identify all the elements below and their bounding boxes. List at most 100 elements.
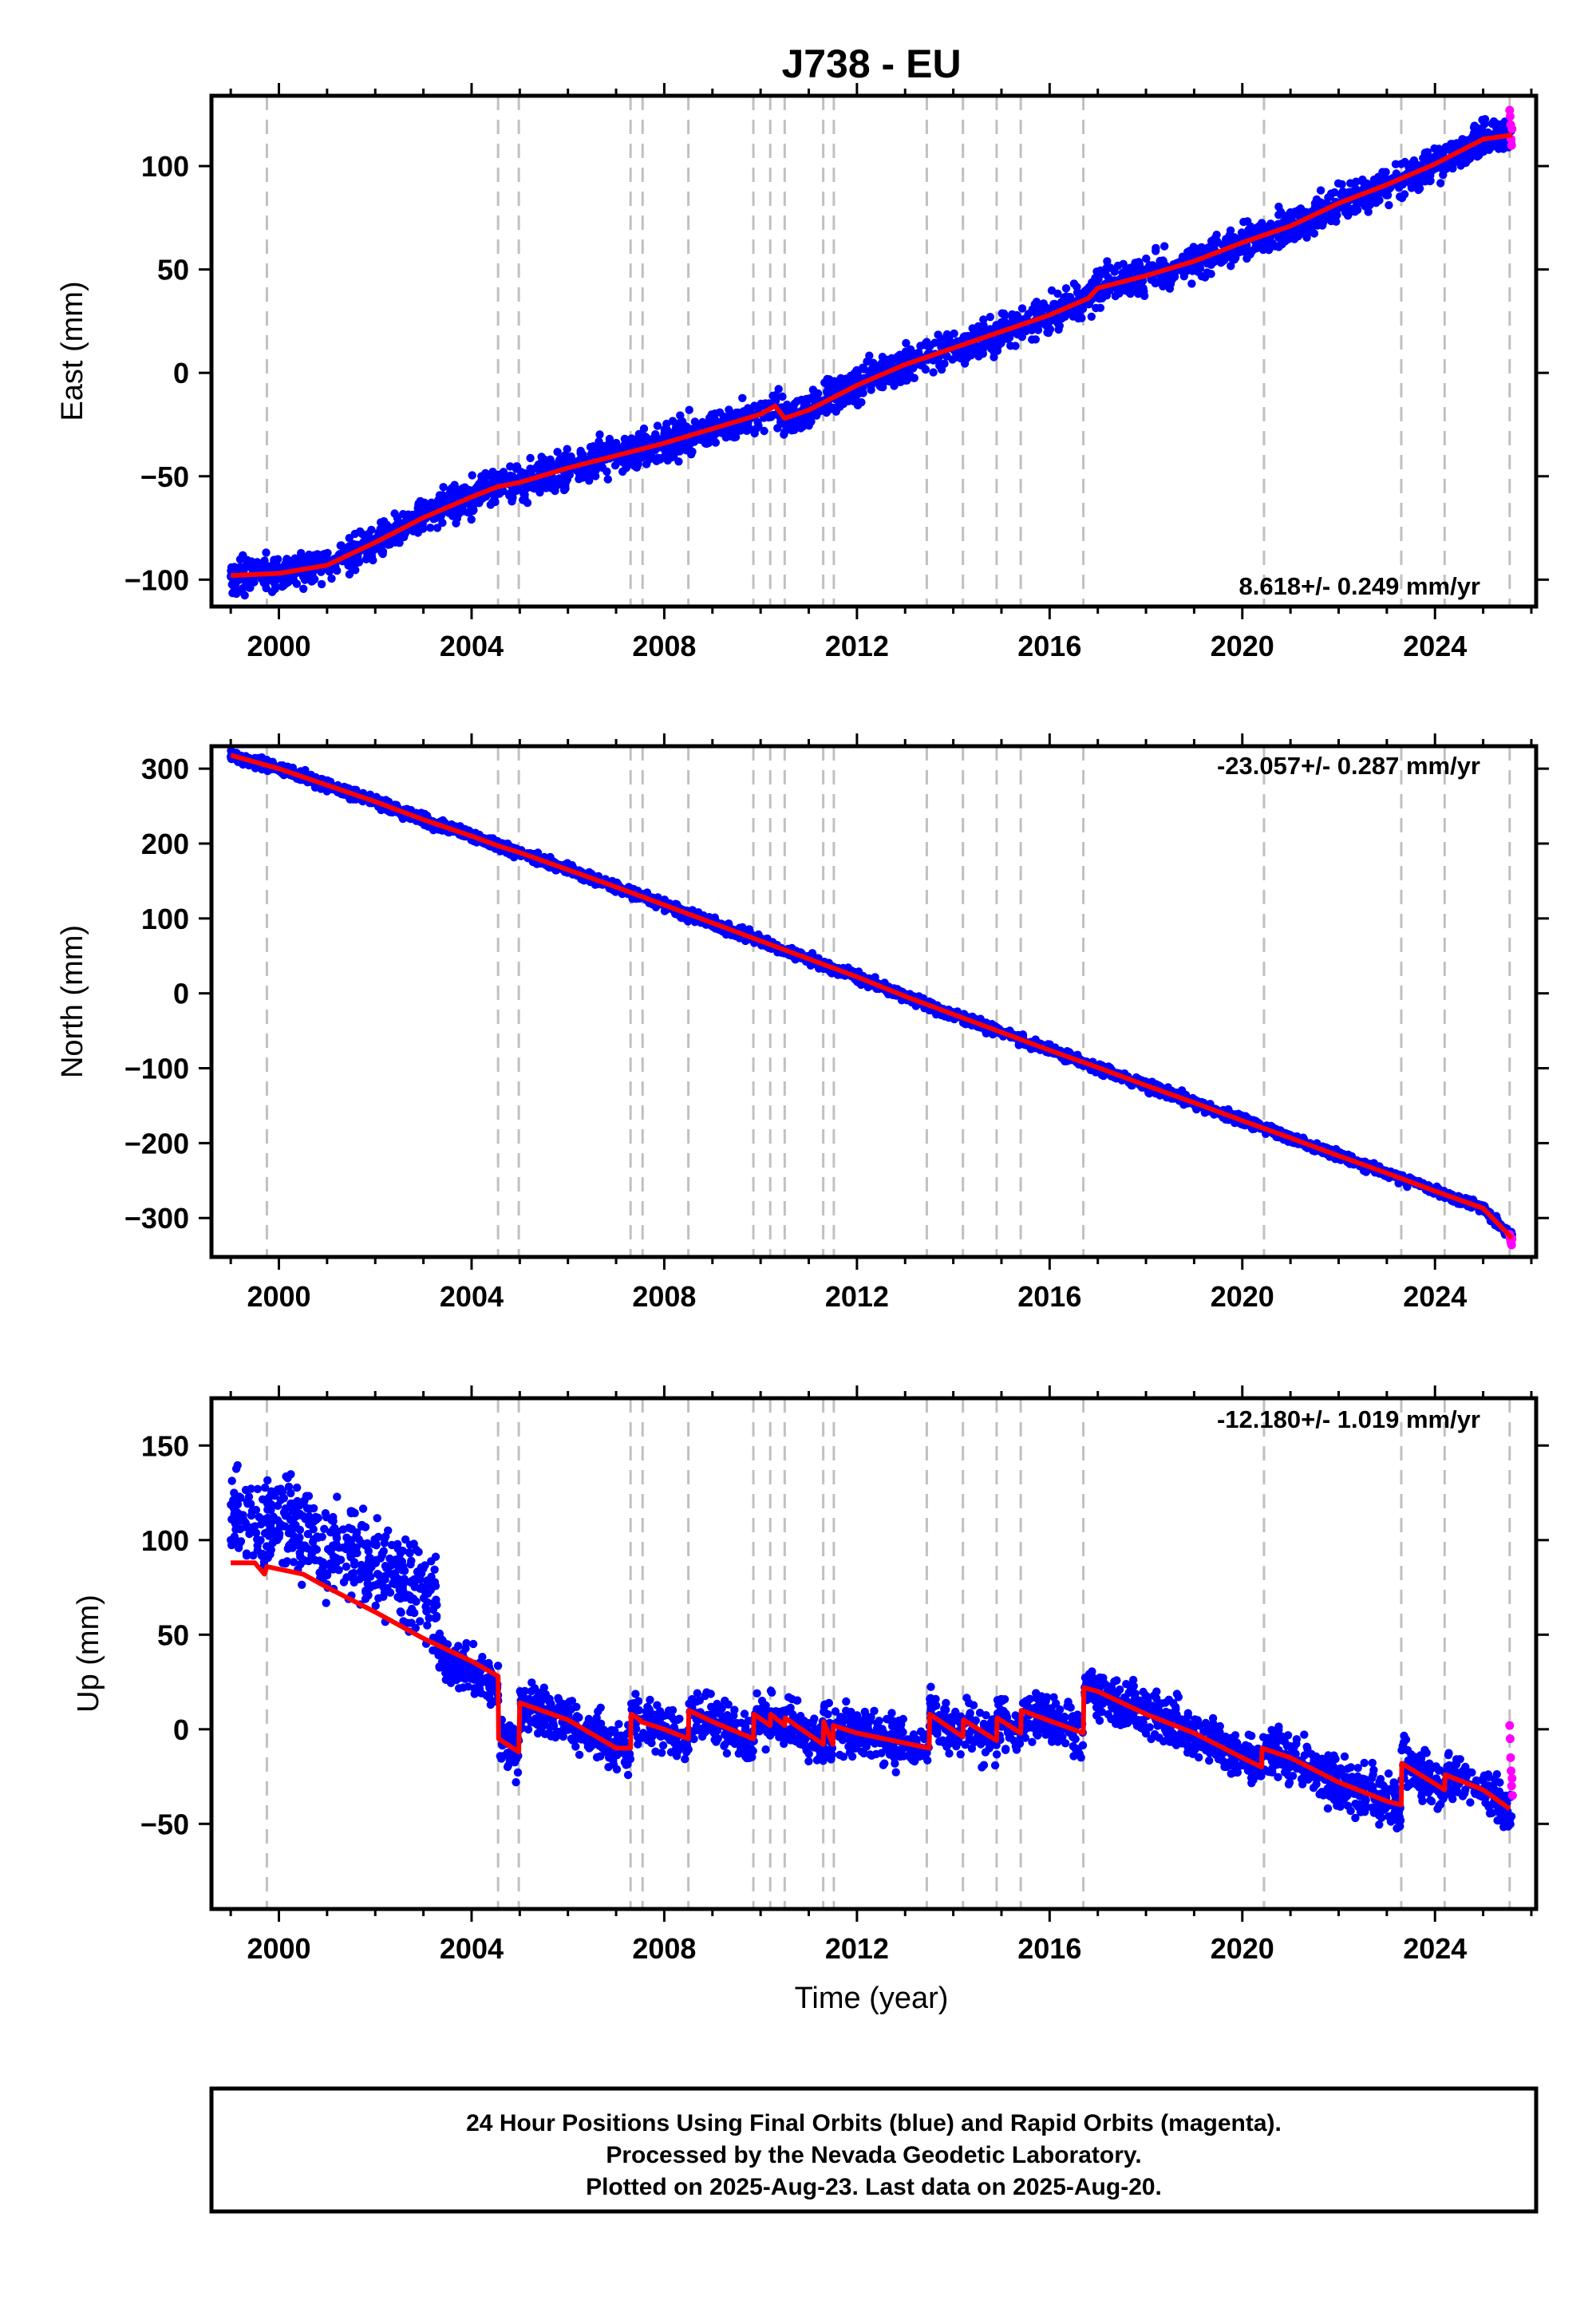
east-final-point (626, 459, 634, 468)
east-final-point (726, 432, 736, 441)
east-final-point (1075, 310, 1084, 319)
east-final-point (512, 485, 521, 495)
east-final-point (1369, 175, 1379, 184)
east-final-point (1262, 223, 1271, 231)
east-final-point (1140, 291, 1149, 300)
east-final-point (426, 524, 435, 532)
east-final-point (228, 589, 237, 598)
east-final-point (1054, 325, 1063, 334)
east-final-point (358, 530, 367, 539)
east-final-point (711, 438, 720, 447)
east-x-tick-label: 2004 (440, 630, 504, 662)
east-final-point (674, 457, 683, 466)
east-final-point (1156, 256, 1164, 266)
east-final-point (603, 475, 612, 484)
east-final-point (414, 500, 423, 509)
east-final-point (978, 350, 988, 358)
east-final-point (1277, 209, 1286, 219)
east-rapid-point (1507, 124, 1517, 133)
east-rate-label: 8.618+/- 0.249 mm/yr (1239, 572, 1480, 600)
east-final-point (595, 430, 604, 439)
east-y-tick-label: 100 (141, 150, 189, 183)
east-final-point (1096, 303, 1105, 312)
east-final-point (1104, 273, 1112, 282)
east-final-point (488, 498, 497, 507)
chart-title: J738 - EU (781, 41, 961, 86)
east-final-point (464, 508, 472, 517)
north-final-orbit-points (227, 746, 1517, 1243)
east-final-point (384, 540, 393, 549)
east-final-point (1073, 283, 1081, 291)
east-final-point (537, 482, 546, 492)
east-final-point (867, 385, 875, 394)
east-final-point (480, 474, 489, 483)
east-final-point (1021, 326, 1030, 336)
east-final-point (299, 584, 308, 593)
east-final-point (333, 566, 342, 575)
east-final-point (901, 347, 911, 356)
east-final-point (393, 513, 402, 523)
east-final-point (1274, 219, 1282, 228)
east-final-point (986, 313, 995, 322)
east-panel: 2000 2004 2008 2012 2016 2020 2024−100−5005010… (56, 83, 1549, 662)
east-final-point (427, 498, 436, 507)
east-final-point (1030, 300, 1040, 309)
east-final-point (685, 405, 693, 414)
east-final-point (1130, 262, 1139, 271)
east-final-point (990, 353, 998, 362)
east-final-point (1047, 286, 1057, 295)
east-final-point (1195, 263, 1205, 273)
east-final-point (240, 591, 249, 600)
east-final-point (291, 556, 301, 565)
east-final-point (1274, 243, 1283, 251)
east-final-point (1346, 179, 1355, 188)
east-final-point (867, 366, 877, 374)
east-final-point (1391, 160, 1400, 168)
east-final-point (835, 400, 843, 409)
east-final-point (1337, 180, 1346, 189)
east-final-point (950, 329, 958, 338)
east-final-point (1160, 242, 1169, 251)
east-final-point (1350, 207, 1360, 216)
east-final-point (760, 426, 768, 436)
east-final-point (525, 468, 534, 477)
east-final-point (259, 579, 268, 587)
east-final-point (1358, 175, 1367, 184)
east-final-point (526, 453, 535, 463)
east-final-point (896, 355, 906, 364)
east-final-point (367, 551, 377, 561)
east-final-point (1414, 185, 1423, 195)
east-final-point (1439, 170, 1448, 180)
east-final-point (1230, 255, 1239, 264)
east-final-point (929, 368, 938, 377)
east-final-point (452, 514, 462, 523)
east-final-point (1194, 247, 1203, 256)
east-final-point (1188, 267, 1197, 275)
east-final-point (662, 425, 672, 434)
east-final-point (745, 424, 754, 433)
east-final-point (1106, 263, 1115, 272)
east-final-point (971, 329, 980, 338)
east-final-point (687, 450, 696, 459)
east-final-point (346, 559, 354, 568)
east-y-tick-label: −100 (124, 563, 189, 596)
east-final-point (1394, 184, 1404, 192)
east-final-point (1097, 291, 1106, 301)
east-final-point (934, 330, 942, 339)
east-final-point (555, 457, 563, 466)
east-final-point (961, 332, 970, 341)
east-final-point (354, 556, 363, 565)
east-final-point (937, 365, 946, 374)
east-final-point (242, 560, 251, 569)
east-final-point (579, 450, 587, 460)
east-final-point (922, 338, 930, 347)
east-final-point (1294, 231, 1303, 241)
east-final-point (859, 389, 867, 397)
east-final-point (567, 452, 575, 461)
north-panel: 2000 2004 2008 2012 2016 2020 2024−300−200−100… (56, 733, 1549, 1313)
east-final-point (979, 321, 988, 330)
east-final-point (1119, 269, 1128, 279)
east-y-tick-label: −50 (140, 460, 189, 493)
east-final-point (323, 548, 332, 558)
